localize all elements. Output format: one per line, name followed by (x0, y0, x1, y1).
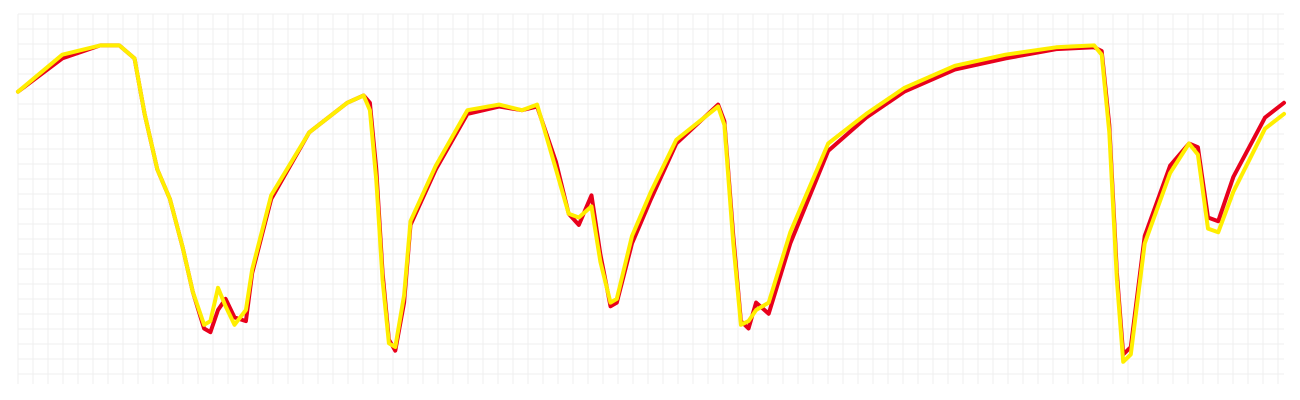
series-line-2 (16, 43, 1286, 364)
chart-series-layer (16, 43, 1286, 364)
